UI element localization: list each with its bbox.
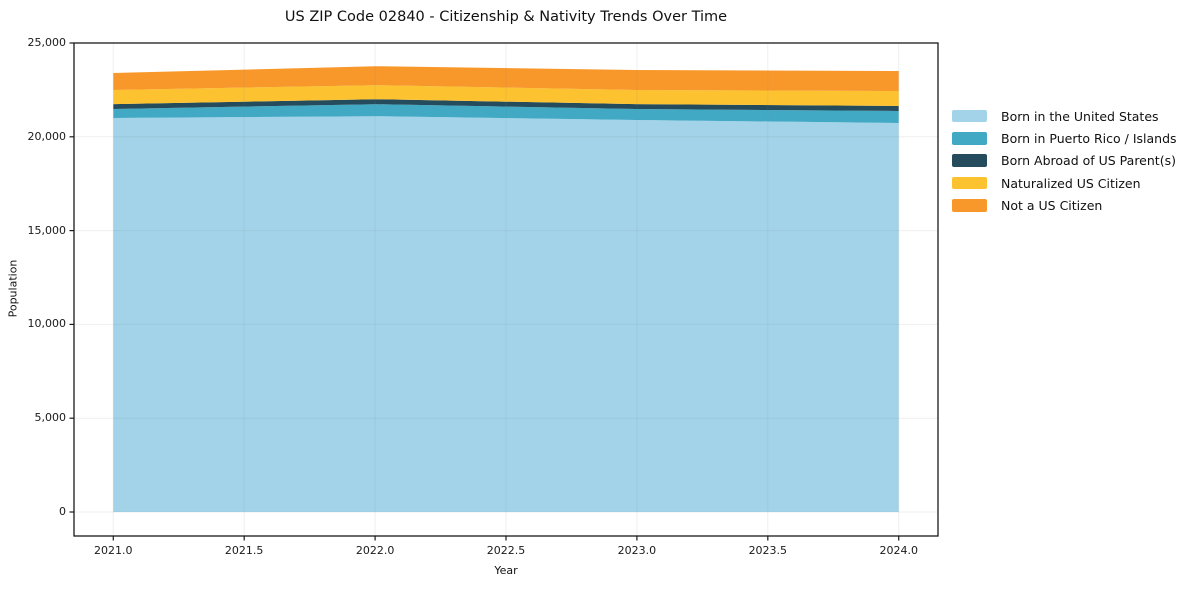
legend-swatch-icon bbox=[952, 154, 987, 167]
x-tick-label: 2023.5 bbox=[748, 544, 788, 557]
area-series-1 bbox=[113, 104, 899, 123]
y-tick-label: 10,000 bbox=[27, 317, 67, 331]
legend-label: Not a US Citizen bbox=[1001, 197, 1103, 213]
legend: Born in the United States Born in Puerto … bbox=[952, 105, 1177, 216]
legend-label: Born Abroad of US Parent(s) bbox=[1001, 153, 1176, 169]
legend-item: Born Abroad of US Parent(s) bbox=[952, 150, 1177, 172]
y-tick-label: 25,000 bbox=[27, 36, 67, 49]
x-axis-label: Year bbox=[494, 564, 518, 577]
x-tick-label: 2023.0 bbox=[617, 544, 657, 557]
x-tick-label: 2022.0 bbox=[355, 544, 395, 557]
legend-swatch-icon bbox=[952, 132, 987, 145]
area-series-3 bbox=[113, 85, 899, 106]
legend-swatch-icon bbox=[952, 109, 987, 123]
legend-label: Born in Puerto Rico / Islands bbox=[1001, 130, 1177, 146]
legend-item: Not a US Citizen bbox=[952, 194, 1177, 216]
legend-item: Born in the United States bbox=[952, 105, 1177, 127]
area-series-0 bbox=[113, 116, 899, 512]
x-tick-label: 2021.5 bbox=[224, 544, 264, 557]
y-tick-label: 15,000 bbox=[27, 223, 67, 237]
area-series-2 bbox=[113, 99, 899, 111]
legend-item: Born in Puerto Rico / Islands bbox=[952, 127, 1177, 149]
legend-swatch-icon bbox=[952, 176, 987, 190]
y-tick-label: 5,000 bbox=[34, 411, 67, 425]
area-series-4 bbox=[113, 66, 899, 91]
x-tick-label: 2022.5 bbox=[486, 544, 526, 557]
y-tick-label: 0 bbox=[59, 505, 66, 518]
chart-title: US ZIP Code 02840 - Citizenship & Nativi… bbox=[284, 9, 728, 25]
legend-label: Naturalized US Citizen bbox=[1001, 175, 1141, 191]
legend-swatch-icon bbox=[952, 199, 987, 212]
y-tick-label: 20,000 bbox=[27, 129, 67, 143]
y-axis-label: Population bbox=[6, 259, 20, 318]
x-tick-label: 2021.0 bbox=[94, 544, 133, 557]
legend-item: Naturalized US Citizen bbox=[952, 172, 1177, 194]
x-tick-label: 2024.0 bbox=[879, 544, 918, 557]
legend-label: Born in the United States bbox=[1001, 108, 1159, 124]
